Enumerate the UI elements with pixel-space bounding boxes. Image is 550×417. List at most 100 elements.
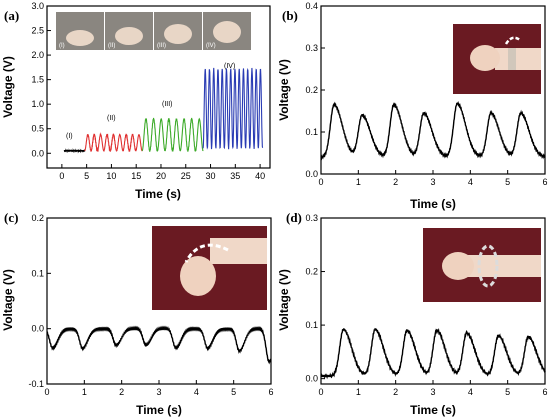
xtick-label: 6 [542, 177, 547, 187]
panel-c-xlabel: Time (s) [136, 403, 182, 417]
panel-c: (c) 0 1 2 3 4 5 6 -0.1 0.0 0.1 0.2 Time (s) Voltag… [1, 210, 274, 417]
ytick-label: 1.5 [31, 75, 44, 85]
ytick-label: 2.5 [31, 26, 44, 36]
bend-arrow-icon [184, 243, 229, 263]
xtick-label: 6 [268, 387, 273, 397]
xtick-label: 5 [505, 177, 510, 187]
xtick-label: 0 [318, 177, 323, 187]
xtick-label: 2 [119, 387, 124, 397]
xtick-label: 25 [181, 171, 191, 181]
inset-fist-c [180, 256, 216, 296]
ytick-label: 0.2 [305, 85, 318, 95]
panel-d-label: (d) [286, 210, 302, 225]
inset-hand-3 [164, 24, 192, 44]
xtick-label: 0 [44, 387, 49, 397]
xtick-label: 3 [156, 387, 161, 397]
segment-label-3: (III) [162, 101, 173, 108]
segment-label-2: (II) [107, 115, 116, 122]
panel-d-inset-photo [423, 228, 541, 302]
ytick-label: -0.1 [28, 379, 44, 389]
panel-b-ticks: 0 1 2 3 4 5 6 0.0 0.1 0.2 0.3 0.4 [305, 1, 547, 187]
ytick-label: 0.1 [31, 268, 44, 278]
panel-b-label: (b) [282, 8, 298, 23]
ytick-label: 0.0 [31, 324, 44, 334]
inset-forearm-d [465, 255, 541, 277]
inset-label-4: (IV) [206, 43, 216, 49]
inset-label-2: (II) [108, 43, 115, 49]
xtick-label: 0 [318, 387, 323, 397]
inset-label-3: (III) [157, 43, 166, 49]
panel-c-label: (c) [4, 210, 18, 225]
xtick-label: 1 [82, 387, 87, 397]
panel-d-ticks: 0 1 2 3 4 5 6 0.0 0.1 0.2 0.3 [305, 213, 547, 397]
segment-label-1: (I) [66, 133, 73, 140]
inset-label-1: (I) [59, 43, 65, 49]
inset-hand-2 [115, 27, 143, 45]
ytick-label: 0.0 [305, 169, 318, 179]
ytick-label: 0.3 [305, 213, 318, 223]
xtick-label: 1 [356, 177, 361, 187]
panel-a-inset-photos: (I) (II) (III) (IV) [56, 12, 251, 50]
inset-hand-1 [66, 30, 94, 46]
ytick-label: 0.2 [305, 267, 318, 277]
ytick-label: 2.0 [31, 50, 44, 60]
panel-d: (d) 0 1 2 3 4 5 6 0.0 0.1 0.2 0.3 Time (s) Voltage… [277, 210, 548, 417]
panel-c-ylabel: Voltage (V) [1, 269, 15, 331]
panel-a: (a) 0 5 10 15 20 25 30 35 40 0.0 0.5 1.0 1.5 2.0 2.5 3.… [1, 1, 271, 201]
xtick-label: 2 [393, 177, 398, 187]
ytick-label: 0.4 [305, 1, 318, 11]
xtick-label: 20 [156, 171, 166, 181]
xtick-label: 35 [230, 171, 240, 181]
ytick-label: 1.0 [31, 99, 44, 109]
xtick-label: 3 [430, 177, 435, 187]
panel-b-ylabel: Voltage (V) [277, 59, 291, 121]
series-line [320, 100, 546, 161]
inset-forearm-c [210, 238, 267, 264]
panel-d-xlabel: Time (s) [410, 403, 456, 417]
inset-forearm-b [495, 48, 541, 70]
inset-fist-d [442, 252, 474, 280]
xtick-label: 4 [468, 177, 473, 187]
series-line [320, 327, 546, 380]
xtick-label: 5 [231, 387, 236, 397]
xtick-label: 15 [131, 171, 141, 181]
panel-c-ticks: 0 1 2 3 4 5 6 -0.1 0.0 0.1 0.2 [28, 213, 273, 397]
xtick-label: 10 [106, 171, 116, 181]
ytick-label: 0.2 [31, 213, 44, 223]
ytick-label: 0.1 [305, 127, 318, 137]
panel-b: (b) 0 1 2 3 4 5 6 0.0 0.1 0.2 0.3 0.4 Time (s) Volt… [277, 1, 548, 211]
series-line-segment-2 [84, 132, 143, 153]
xtick-label: 4 [468, 387, 473, 397]
inset-sensor-b [508, 48, 516, 70]
twist-arrow-icon [477, 244, 499, 288]
ytick-label: 3.0 [31, 1, 44, 11]
xtick-label: 5 [84, 171, 89, 181]
segment-label-4: (IV) [224, 63, 235, 70]
panel-a-label: (a) [4, 8, 19, 23]
panel-b-inset-photo [453, 24, 541, 94]
xtick-label: 30 [206, 171, 216, 181]
xtick-label: 5 [505, 387, 510, 397]
xtick-label: 4 [194, 387, 199, 397]
ytick-label: 0.0 [31, 148, 44, 158]
xtick-label: 2 [393, 387, 398, 397]
inset-hand-4 [213, 21, 241, 43]
ytick-label: 0.5 [31, 124, 44, 134]
panel-a-ylabel: Voltage (V) [1, 56, 15, 118]
panel-c-series [46, 325, 272, 365]
inset-fist-b [470, 45, 500, 71]
panel-a-series [63, 67, 264, 154]
xtick-label: 6 [542, 387, 547, 397]
xtick-label: 0 [59, 171, 64, 181]
series-line-segment-1 [63, 148, 86, 154]
panel-a-ticks: 0 5 10 15 20 25 30 35 40 0.0 0.5 1.0 1.5 2.0 2.5 3.0 [31, 1, 265, 181]
series-line-segment-4 [202, 67, 264, 150]
panel-a-xlabel: Time (s) [135, 187, 181, 201]
panel-d-series [320, 327, 546, 380]
xtick-label: 40 [255, 171, 265, 181]
panel-a-frame [46, 5, 271, 169]
rotation-arrow-icon [504, 36, 521, 45]
xtick-label: 1 [356, 387, 361, 397]
series-line-segment-3 [141, 117, 204, 152]
